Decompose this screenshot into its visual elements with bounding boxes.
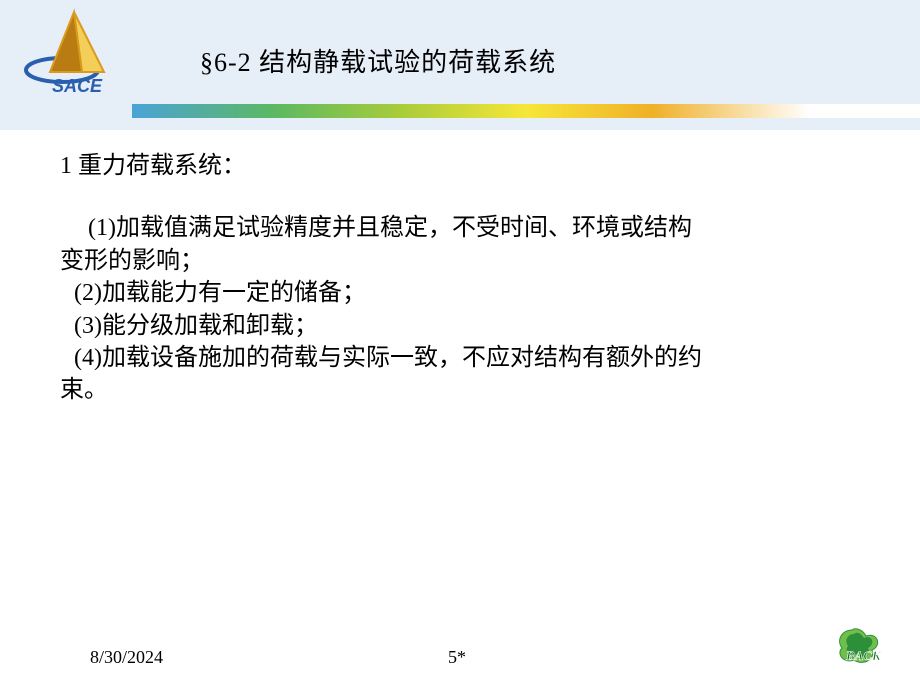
back-button[interactable]: BACK bbox=[832, 626, 892, 668]
section-heading: 1 重力荷载系统： bbox=[60, 150, 890, 182]
slide-title: §6-2 结构静载试验的荷载系统 bbox=[200, 42, 556, 79]
list-item-1-line1: (1)加载值满足试验精度并且稳定，不受时间、环境或结构 bbox=[88, 212, 890, 244]
back-button-label: BACK bbox=[845, 648, 882, 663]
footer-date: 8/30/2024 bbox=[90, 647, 163, 668]
list-item-2: (2)加载能力有一定的储备； bbox=[74, 277, 890, 309]
list-item-4-line2: 束。 bbox=[60, 374, 890, 406]
content-area: 1 重力荷载系统： (1)加载值满足试验精度并且稳定，不受时间、环境或结构 变形… bbox=[60, 150, 890, 407]
logo-text: SACE bbox=[52, 76, 103, 96]
header-gradient-bar bbox=[132, 104, 920, 118]
list-item-1-line2: 变形的影响； bbox=[60, 245, 890, 277]
slide: SACE §6-2 结构静载试验的荷载系统 1 重力荷载系统： (1)加载值满足… bbox=[0, 0, 920, 690]
list-item-4-line1: (4)加载设备施加的荷载与实际一致，不应对结构有额外的约 bbox=[74, 342, 890, 374]
footer-page-number: 5* bbox=[448, 647, 466, 668]
list-item-3: (3)能分级加载和卸载； bbox=[74, 310, 890, 342]
sace-logo: SACE bbox=[22, 8, 122, 98]
